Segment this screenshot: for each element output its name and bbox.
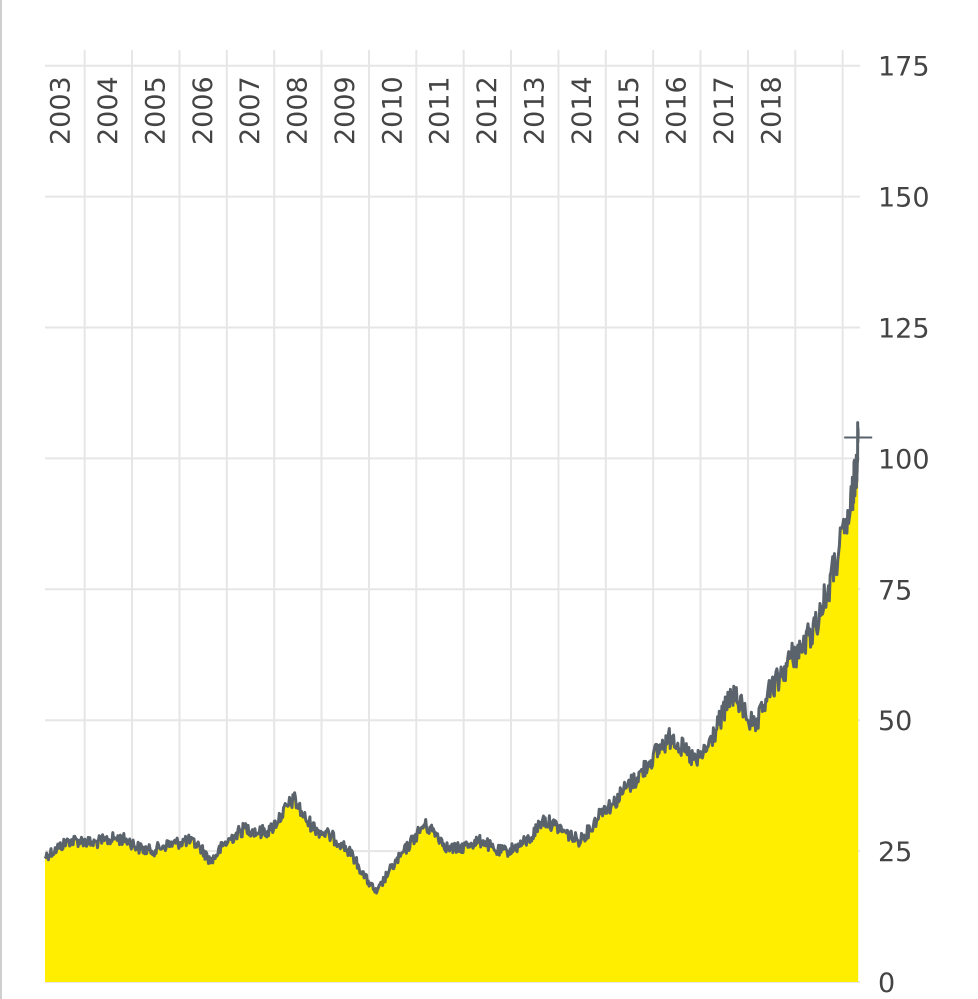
area-layer bbox=[45, 422, 859, 983]
line-layer bbox=[43, 421, 873, 895]
y-tick-label: 0 bbox=[878, 968, 895, 999]
price-line bbox=[43, 421, 860, 895]
y-tick-label: 125 bbox=[878, 314, 930, 345]
x-tick-label: 2004 bbox=[93, 76, 124, 145]
y-tick-label: 100 bbox=[878, 444, 930, 475]
y-tick-label: 75 bbox=[878, 575, 912, 606]
y-tick-label: 50 bbox=[878, 706, 912, 737]
y-tick-labels: 0 25 50 75 100 125 150 175 bbox=[878, 52, 930, 999]
x-tick-label: 2012 bbox=[472, 76, 503, 145]
x-tick-label: 2009 bbox=[330, 76, 361, 145]
x-tick-label: 2008 bbox=[283, 76, 314, 145]
x-tick-label: 2016 bbox=[661, 76, 692, 145]
x-tick-label: 2013 bbox=[519, 76, 550, 145]
y-tick-label: 175 bbox=[878, 52, 930, 83]
x-tick-label: 2007 bbox=[235, 76, 266, 145]
x-tick-label: 2014 bbox=[567, 76, 598, 145]
y-tick-label: 150 bbox=[878, 183, 930, 214]
x-tick-labels: 2003 2004 2005 2006 2007 2008 2009 2010 2011 2012… bbox=[46, 76, 788, 145]
x-tick-label: 2006 bbox=[188, 76, 219, 145]
x-tick-label: 2018 bbox=[756, 76, 787, 145]
y-tick-label: 25 bbox=[878, 837, 912, 868]
x-tick-label: 2015 bbox=[614, 76, 645, 145]
x-tick-label: 2011 bbox=[425, 76, 456, 145]
x-tick-label: 2017 bbox=[709, 76, 740, 145]
x-tick-label: 2005 bbox=[140, 76, 171, 145]
price-area bbox=[45, 422, 859, 983]
x-tick-label: 2010 bbox=[377, 76, 408, 145]
x-tick-label: 2003 bbox=[46, 76, 77, 145]
